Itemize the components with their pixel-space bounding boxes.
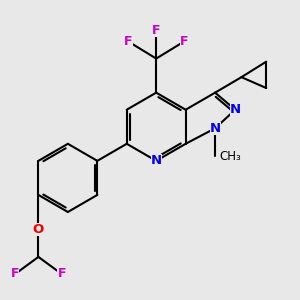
Text: F: F <box>152 24 161 37</box>
Text: F: F <box>11 268 20 281</box>
Text: CH₃: CH₃ <box>220 150 242 163</box>
Text: F: F <box>180 35 188 48</box>
Text: N: N <box>230 103 241 116</box>
Text: N: N <box>209 122 221 135</box>
Text: O: O <box>33 223 44 236</box>
Text: N: N <box>151 154 162 167</box>
Text: F: F <box>57 268 66 281</box>
Text: F: F <box>124 35 133 48</box>
